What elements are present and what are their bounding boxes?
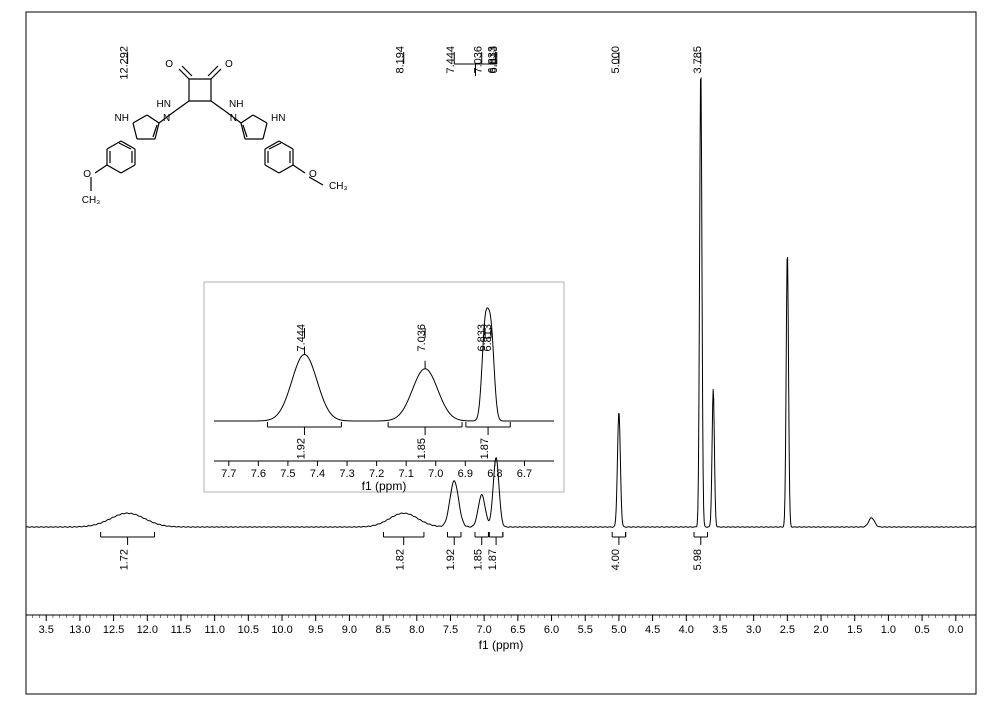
integral-value: 4.00 <box>610 549 622 570</box>
inset-x-tick: 6.7 <box>517 468 532 480</box>
inset-integral: 1.87 <box>479 438 491 459</box>
inset-integral: 1.92 <box>295 438 307 459</box>
x-tick-label: 1.5 <box>847 624 862 636</box>
peak-label: 5.000 <box>610 46 622 74</box>
atom-label: CH₃ <box>329 181 348 192</box>
peak-label: 6.813 <box>488 46 500 74</box>
atom-label: O <box>225 59 233 70</box>
inset-integral: 1.85 <box>416 438 428 459</box>
x-tick-label: 3.5 <box>712 624 727 636</box>
atom-label: HN <box>271 113 285 124</box>
atom-label: O <box>165 59 173 70</box>
x-tick-label: 8.0 <box>409 624 424 636</box>
integral-value: 1.82 <box>395 549 407 570</box>
x-tick-label: 12.0 <box>137 624 158 636</box>
x-tick-label: 10.5 <box>238 624 259 636</box>
peak-label: 12.292 <box>119 46 131 80</box>
atom-label: NH <box>229 99 243 110</box>
atom-label: O <box>83 169 91 180</box>
atom-label: N <box>230 113 237 124</box>
x-tick-label: 10.0 <box>271 624 292 636</box>
atom-label: HN <box>157 99 171 110</box>
x-tick-label: 7.5 <box>443 624 458 636</box>
x-tick-label: 4.0 <box>679 624 694 636</box>
inset-peak-label: 7.036 <box>416 324 428 352</box>
inset-x-tick: 7.3 <box>339 468 354 480</box>
atom-label: CH₃ <box>82 195 101 206</box>
peak-label: 7.036 <box>473 46 485 74</box>
x-tick-label: 6.5 <box>510 624 525 636</box>
x-tick-label: 7.0 <box>477 624 492 636</box>
integral-value: 1.87 <box>487 549 499 570</box>
x-tick-label: 2.5 <box>780 624 795 636</box>
inset-peak-label: 7.444 <box>295 324 307 352</box>
integral-value: 1.92 <box>445 549 457 570</box>
atom-label: N <box>163 113 170 124</box>
x-tick-label: 13.0 <box>69 624 90 636</box>
integral-value: 1.72 <box>119 549 131 570</box>
x-tick-label: 11.0 <box>204 624 225 636</box>
inset-plot: 7.77.67.57.47.37.27.17.06.96.86.7f1 (ppm… <box>204 282 564 493</box>
peak-label: 8.194 <box>395 46 407 74</box>
x-tick-label: 2.0 <box>813 624 828 636</box>
inset-x-tick: 7.4 <box>310 468 325 480</box>
molecule-structure: OOHNNHNNHOCH₃NHNOCH₃ <box>82 59 348 206</box>
x-tick-label: 3.5 <box>39 624 54 636</box>
peak-label: 7.444 <box>445 46 457 74</box>
x-tick-label: 9.0 <box>342 624 357 636</box>
inset-x-tick: 7.7 <box>221 468 236 480</box>
x-tick-label: 4.5 <box>645 624 660 636</box>
inset-x-tick: 6.9 <box>458 468 473 480</box>
x-tick-label: 6.0 <box>544 624 559 636</box>
x-tick-label: 11.5 <box>171 624 192 636</box>
x-tick-label: 5.0 <box>611 624 626 636</box>
inset-x-tick: 6.8 <box>487 468 502 480</box>
peak-label: 3.785 <box>692 46 704 74</box>
x-tick-label: 3.0 <box>746 624 761 636</box>
inset-x-label: f1 (ppm) <box>362 479 407 493</box>
inset-x-tick: 7.0 <box>428 468 443 480</box>
x-tick-label: 1.0 <box>881 624 896 636</box>
x-axis-label: f1 (ppm) <box>479 638 524 652</box>
x-tick-label: 12.5 <box>103 624 124 636</box>
integral-value: 5.98 <box>692 549 704 570</box>
integral-value: 1.85 <box>473 549 485 570</box>
x-tick-label: 9.5 <box>308 624 323 636</box>
x-tick-label: 5.5 <box>578 624 593 636</box>
inset-x-tick: 7.6 <box>251 468 266 480</box>
inset-x-tick: 7.5 <box>280 468 295 480</box>
x-tick-label: 8.5 <box>375 624 390 636</box>
x-tick-label: 0.0 <box>948 624 963 636</box>
atom-label: NH <box>115 113 129 124</box>
x-tick-label: 0.5 <box>914 624 929 636</box>
